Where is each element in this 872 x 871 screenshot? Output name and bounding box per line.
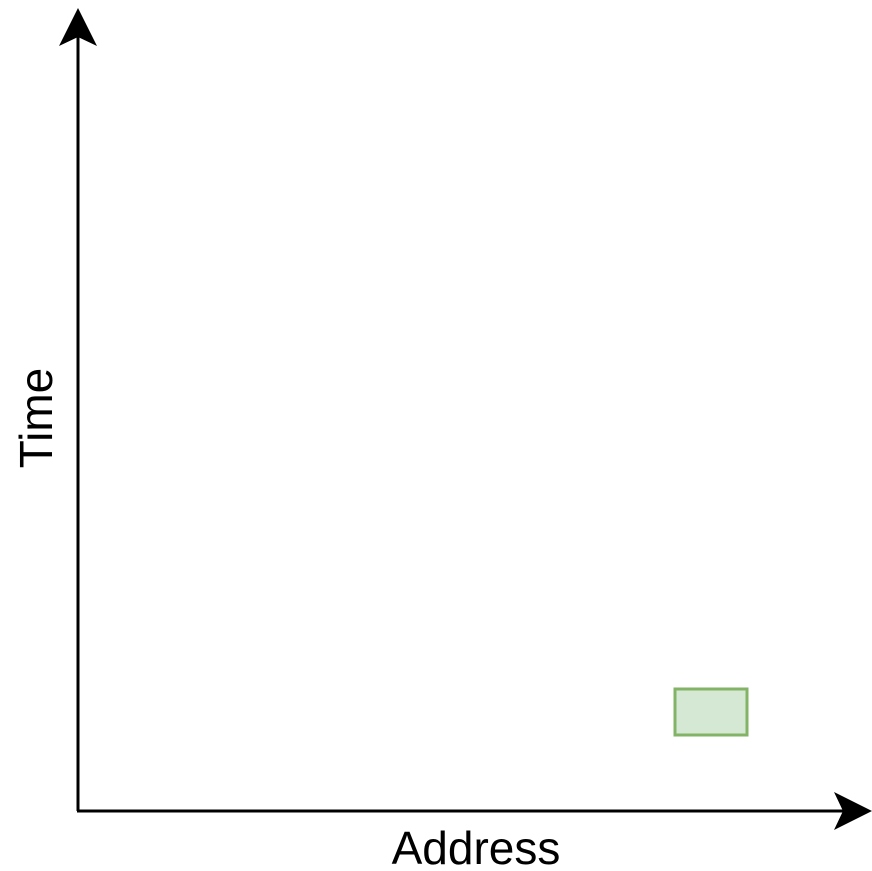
- y-axis-arrowhead: [59, 8, 97, 46]
- x-axis-label: Address: [392, 822, 561, 871]
- x-axis: [77, 792, 872, 830]
- x-axis-arrowhead: [834, 792, 872, 830]
- memory-block: [673, 687, 749, 737]
- y-axis-label: Time: [10, 368, 62, 469]
- y-axis: [59, 8, 97, 811]
